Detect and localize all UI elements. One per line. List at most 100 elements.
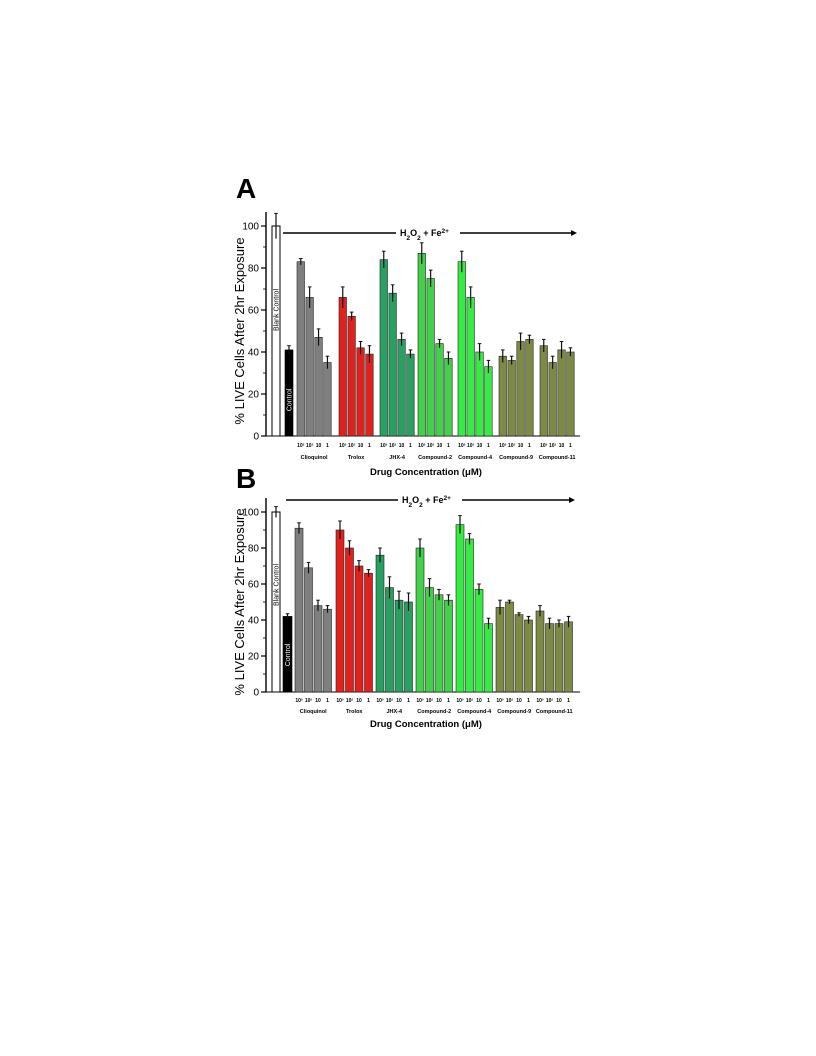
group-label: Compound-11 <box>536 709 573 715</box>
concentration-label: 1 <box>326 443 329 449</box>
concentration-label: 10 <box>518 443 524 449</box>
bar-jhx-4-4 <box>406 353 415 437</box>
chart-panel-b: B 0 20 40 60 80 100% LIVE Cells After 2hr Expo… <box>232 463 580 730</box>
y-tick-label: 40 <box>248 348 260 359</box>
bar-trolox-2 <box>347 315 356 437</box>
bar-jhx-4-2 <box>388 292 397 437</box>
concentration-label: 10 <box>315 698 321 704</box>
bar-trolox-1 <box>338 297 347 437</box>
y-tick-label: 20 <box>248 652 260 663</box>
bar-clioquinol-1 <box>294 527 304 693</box>
concentration-label: 10³ <box>416 698 424 704</box>
group-label: Compound-2 <box>418 455 452 461</box>
concentration-label: 10 <box>556 698 562 704</box>
bar-compound-9-1 <box>498 355 507 437</box>
y-tick-label: 60 <box>248 580 260 591</box>
bar-compound-4-1 <box>455 524 465 693</box>
bar-compound-11-3 <box>554 623 564 693</box>
concentration-label: 1 <box>527 698 530 704</box>
concentration-label: 10³ <box>418 443 426 449</box>
concentration-label: 1 <box>569 443 572 449</box>
concentration-label: 10³ <box>380 443 388 449</box>
bar-jhx-4-3 <box>397 339 406 437</box>
bar-compound-2-4 <box>444 357 453 437</box>
concentration-label: 10 <box>476 698 482 704</box>
y-tick-label: 100 <box>242 508 259 519</box>
group-label: JHX-4 <box>386 709 403 715</box>
concentration-label: 10² <box>467 443 475 449</box>
y-tick-label: 100 <box>242 222 259 233</box>
bar-compound-11-2 <box>545 623 554 693</box>
group-label: Compound-11 <box>539 455 576 461</box>
concentration-label: 1 <box>487 698 490 704</box>
bar-compound-11-3 <box>557 349 566 437</box>
bar-compound-11-2 <box>548 362 557 437</box>
concentration-label: 10 <box>316 443 322 449</box>
bar-jhx-4-2 <box>385 587 394 693</box>
group-label: Compound-4 <box>458 455 493 461</box>
bar-compound-9-1 <box>495 607 505 693</box>
bar-compound-2-1 <box>415 547 425 693</box>
bar-trolox-4 <box>364 572 373 693</box>
annotation-arrowhead <box>569 497 575 503</box>
concentration-label: 10² <box>506 698 514 704</box>
group-label: Trolox <box>346 709 363 715</box>
concentration-label: 10³ <box>456 698 464 704</box>
bar-compound-4-3 <box>475 351 484 437</box>
group-label: Compound-2 <box>417 709 451 715</box>
concentration-label: 1 <box>447 698 450 704</box>
concentration-label: 10 <box>516 698 522 704</box>
concentration-label: 10 <box>436 698 442 704</box>
concentration-label: 10³ <box>540 443 548 449</box>
chart-panel-a: A 0 20 40 60 80 100 % LIVE Cells After 2hr Expo… <box>232 173 580 478</box>
bar-clioquinol-4 <box>323 362 332 437</box>
concentration-label: 1 <box>567 698 570 704</box>
y-tick-label: 60 <box>248 306 260 317</box>
concentration-label: 10 <box>477 443 483 449</box>
concentration-label: 10³ <box>297 443 305 449</box>
concentration-label: 1 <box>447 443 450 449</box>
bar-label-blank-control: Blank Control <box>274 564 281 606</box>
concentration-label: 10² <box>546 698 554 704</box>
concentration-label: 10² <box>346 698 354 704</box>
concentration-label: 10² <box>389 443 397 449</box>
bar-compound-4-2 <box>466 297 475 437</box>
bar-compound-2-1 <box>417 253 426 437</box>
bar-clioquinol-3 <box>314 336 323 437</box>
bar-trolox-1 <box>335 529 345 693</box>
bar-clioquinol-2 <box>305 297 314 437</box>
bar-compound-2-2 <box>425 587 434 693</box>
concentration-label: 1 <box>407 698 410 704</box>
x-axis-label: Drug Concentration (μM) <box>370 719 482 730</box>
concentration-label: 1 <box>367 698 370 704</box>
concentration-label: 1 <box>326 698 329 704</box>
concentration-label: 10² <box>305 698 313 704</box>
concentration-label: 10² <box>549 443 557 449</box>
bar-compound-4-1 <box>457 261 466 437</box>
group-label: Clioquinol <box>301 455 328 461</box>
concentration-label: 10³ <box>499 443 507 449</box>
concentration-label: 1 <box>409 443 412 449</box>
concentration-label: 10 <box>356 698 362 704</box>
concentration-label: 10 <box>396 698 402 704</box>
bar-compound-9-2 <box>507 360 516 437</box>
bar-trolox-2 <box>345 547 354 693</box>
concentration-label: 10 <box>399 443 405 449</box>
concentration-label: 1 <box>487 443 490 449</box>
y-tick-label: 80 <box>248 264 260 275</box>
group-label: Compound-9 <box>497 709 531 715</box>
concentration-label: 10³ <box>496 698 504 704</box>
y-axis-label: % LIVE Cells After 2hr Exposure <box>232 237 247 424</box>
bar-compound-2-2 <box>426 278 435 437</box>
panel-letter: B <box>236 463 256 494</box>
bar-trolox-3 <box>356 347 365 437</box>
bar-compound-9-3 <box>516 341 525 437</box>
bar-label-control: Control <box>285 643 292 666</box>
concentration-label: 10 <box>559 443 565 449</box>
bar-compound-9-4 <box>524 619 533 693</box>
bar-trolox-3 <box>354 565 364 693</box>
y-tick-label: 20 <box>248 390 260 401</box>
concentration-label: 10² <box>348 443 356 449</box>
concentration-label: 10² <box>386 698 394 704</box>
